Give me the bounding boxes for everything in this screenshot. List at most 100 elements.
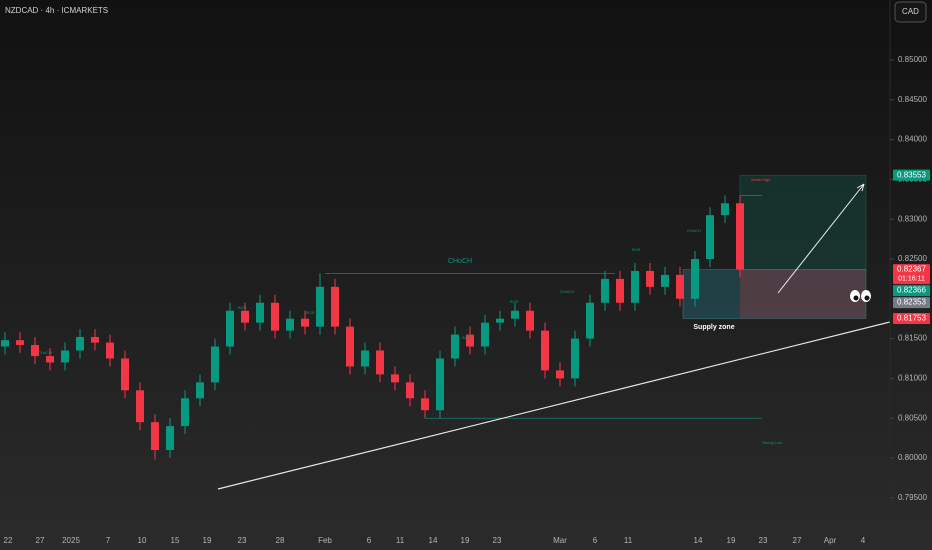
candle-body [256, 302, 264, 323]
candle-body [91, 336, 99, 343]
candle-body [376, 350, 384, 375]
x-tick-label: Apr [824, 536, 837, 545]
x-tick-label: 23 [759, 536, 768, 545]
price-tag [893, 169, 930, 181]
symbol-title: NZDCAD · 4h · ICMARKETS [5, 6, 108, 15]
supply-zone [682, 269, 867, 319]
candle-body [61, 350, 69, 363]
price-tag-label: 0.82367 [897, 265, 926, 274]
candle-body [271, 302, 279, 331]
candle-body [1, 340, 9, 347]
x-tick-label: 14 [694, 536, 703, 545]
candle-body [601, 278, 609, 303]
candle-body [736, 203, 744, 270]
candle-body [556, 370, 564, 379]
axes: 0.850000.845000.840000.835000.830000.825… [4, 55, 930, 545]
y-tick-label: 0.83000 [898, 214, 927, 223]
x-tick-label: 23 [238, 536, 247, 545]
candle-body [121, 358, 129, 391]
candle-body [631, 270, 639, 303]
trendline [217, 321, 891, 490]
candle-body [226, 310, 234, 347]
choch-small-label: CHoCH [687, 228, 701, 233]
choch-small-label: CHoCH [560, 289, 574, 294]
candle-body [661, 274, 669, 287]
x-tick-label: 19 [727, 536, 736, 545]
candle-body [706, 215, 714, 259]
weak-high-label: Weak High [751, 177, 771, 182]
x-tick-label: 6 [593, 536, 598, 545]
x-tick-label: Mar [553, 536, 567, 545]
y-tick-label: 0.85000 [898, 55, 927, 64]
choch-label: CHoCH [448, 258, 472, 265]
x-tick-label: 27 [36, 536, 45, 545]
y-tick-label: 0.82500 [898, 254, 927, 263]
bos-label: BOS [632, 247, 641, 252]
x-tick-label: 10 [138, 536, 147, 545]
x-tick-label: Feb [318, 536, 332, 545]
y-tick-label: 0.84000 [898, 135, 927, 144]
candle-body [691, 258, 699, 299]
x-tick-label: 19 [203, 536, 212, 545]
y-tick-label: 0.80000 [898, 453, 927, 462]
candle-body [421, 398, 429, 411]
x-tick-label: 22 [4, 536, 13, 545]
x-tick-label: 23 [493, 536, 502, 545]
candle-body [76, 336, 84, 351]
x-tick-label: 11 [396, 536, 405, 545]
candle-body [481, 322, 489, 347]
y-tick-label: 0.80500 [898, 413, 927, 422]
bos-label: BOS [306, 310, 315, 315]
x-tick-label: 19 [461, 536, 470, 545]
candle-body [406, 382, 414, 399]
supply-zone-label: Supply zone [693, 324, 734, 331]
zones [325, 174, 867, 419]
candle-body [211, 346, 219, 383]
candle-body [436, 358, 444, 411]
candle-body [616, 278, 624, 303]
candle-body [676, 274, 684, 299]
candle-body [361, 350, 369, 367]
price-tag-label: 0.82366 [897, 286, 926, 295]
candle-body [331, 286, 339, 327]
candle-body [451, 334, 459, 359]
x-tick-label: 4 [861, 536, 866, 545]
arrow-head [856, 183, 865, 192]
y-tick-label: 0.84500 [898, 95, 927, 104]
price-tag [893, 312, 930, 324]
x-tick-label: 27 [793, 536, 802, 545]
stop-zone [740, 269, 866, 319]
candle-body [496, 318, 504, 323]
candle-body [46, 356, 54, 363]
candle-body [106, 342, 114, 359]
price-tag [893, 297, 930, 309]
x-tick-label: 2025 [62, 536, 80, 545]
candle-body [286, 318, 294, 331]
y-tick-label: 0.81500 [898, 334, 927, 343]
candle-body [346, 326, 354, 367]
choch-small-label: CHoCH [38, 350, 52, 355]
candle-body [16, 340, 24, 345]
candle-body [391, 374, 399, 383]
candle-body [541, 330, 549, 371]
candle-body [181, 398, 189, 427]
candle-body [586, 302, 594, 339]
x-tick-label: 15 [171, 536, 180, 545]
x-tick-label: 11 [624, 536, 633, 545]
currency-button-label[interactable]: CAD [902, 7, 919, 16]
candle-body [241, 310, 249, 323]
bos-label: BOS [238, 305, 247, 310]
currency-button[interactable] [894, 1, 927, 23]
y-tick-label: 0.79500 [898, 493, 927, 502]
candle-body [136, 390, 144, 423]
price-tag-label: 0.81753 [897, 314, 926, 323]
candles [1, 195, 744, 460]
y-tick-label: 0.81000 [898, 373, 927, 382]
bos-label: BOS [510, 299, 519, 304]
candle-body [151, 422, 159, 451]
x-tick-label: 28 [276, 536, 285, 545]
eyes-emoji [850, 290, 871, 302]
candle-body [511, 310, 519, 319]
candle-body [571, 338, 579, 379]
